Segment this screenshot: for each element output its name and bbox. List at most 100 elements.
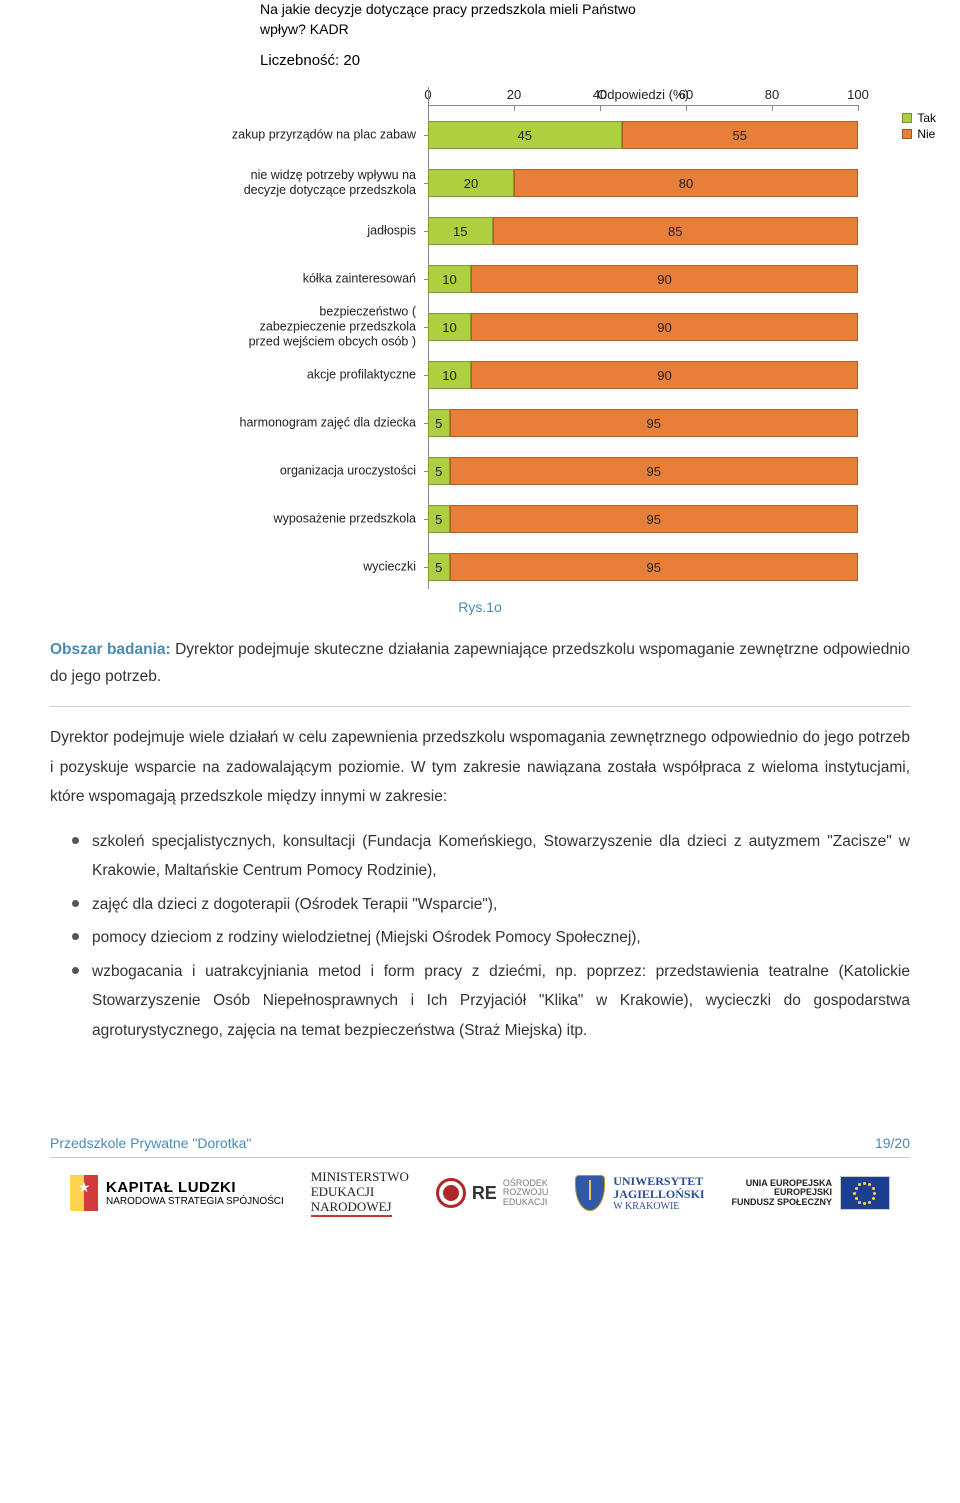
bar-segment-tak: 45 [428,121,622,149]
bar-segment-tak: 5 [428,457,450,485]
bar-track: 595 [428,553,858,581]
category-label: wyposażenie przedszkola [230,512,420,527]
bar-segment-nie: 95 [450,409,859,437]
bullet-list: szkoleń specjalistycznych, konsultacji (… [50,827,910,1045]
x-tick-label: 40 [593,87,607,102]
kl-line1: KAPITAŁ LUDZKI [106,1180,284,1197]
bar-segment-nie: 95 [450,457,859,485]
eu-star-icon [863,1182,866,1185]
category-label: organizacja uroczystości [230,464,420,479]
bar-segment-tak: 15 [428,217,493,245]
bar-track: 1090 [428,361,858,389]
chart-bar-row: wycieczki595 [428,545,858,589]
category-label: zakup przyrządów na plac zabaw [230,128,420,143]
chart-bar-row: organizacja uroczystości595 [428,449,858,493]
x-tick-label: 20 [507,87,521,102]
kapital-ludzki-flag-icon: ★ [70,1175,98,1211]
bar-track: 2080 [428,169,858,197]
x-tick-mark [600,105,601,111]
bar-segment-tak: 5 [428,409,450,437]
chart-bar-row: akcje profilaktyczne1090 [428,353,858,397]
list-item: szkoleń specjalistycznych, konsultacji (… [92,827,910,886]
footer-logos: ★ KAPITAŁ LUDZKI NARODOWA STRATEGIA SPÓJ… [40,1170,920,1233]
x-tick-label: 80 [765,87,779,102]
eu-star-icon [858,1201,861,1204]
category-label: akcje profilaktyczne [230,368,420,383]
figure-number: Rys.1o [40,599,920,615]
list-item: zajęć dla dzieci z dogoterapii (Ośrodek … [92,890,910,919]
chart-bar-row: jadłospis1585 [428,209,858,253]
bar-segment-nie: 85 [493,217,859,245]
x-axis-line [428,105,858,106]
ore-sub3: Edukacji [503,1198,549,1208]
bar-segment-tak: 10 [428,361,471,389]
bar-track: 595 [428,409,858,437]
x-tick-label: 60 [679,87,693,102]
chart-bar-row: wyposażenie przedszkola595 [428,497,858,541]
bar-segment-nie: 90 [471,265,858,293]
chart-bar-row: kółka zainteresowań1090 [428,257,858,301]
bar-segment-nie: 90 [471,313,858,341]
bar-track: 1090 [428,313,858,341]
eu-star-icon [868,1183,871,1186]
bar-segment-tak: 5 [428,553,450,581]
bar-segment-nie: 55 [622,121,859,149]
bar-segment-nie: 90 [471,361,858,389]
x-tick-label: 100 [847,87,869,102]
legend-item: Tak [902,111,936,125]
eu-star-icon [872,1187,875,1190]
category-label: wycieczki [230,560,420,575]
logo-ore: RE Ośrodek Rozwoju Edukacji [436,1178,549,1208]
footer-page-number: 19/20 [875,1135,910,1151]
eu-star-icon [863,1202,866,1205]
chart-bar-row: zakup przyrządów na plac zabaw4555 [428,113,858,157]
category-label: harmonogram zajęć dla dziecka [230,416,420,431]
section-divider [50,706,910,707]
logo-uj: UNIWERSYTET JAGIELLOŃSKI W KRAKOWIE [575,1175,704,1212]
list-item: wzbogacania i uatrakcyjniania metod i fo… [92,957,910,1045]
uj-l2: JAGIELLOŃSKI [613,1188,704,1201]
men-l2: EDUKACJI [311,1185,409,1200]
main-paragraph: Dyrektor podejmuje wiele działań w celu … [50,723,910,811]
footer-divider [50,1157,910,1158]
category-label: jadłospis [230,224,420,239]
ore-circle-icon [436,1178,466,1208]
x-tick-mark [858,105,859,111]
logo-eu: UNIA EUROPEJSKA EUROPEJSKI FUNDUSZ SPOŁE… [731,1176,890,1210]
eu-flag-icon [840,1176,890,1210]
section-intro: Obszar badania: Dyrektor podejmuje skute… [50,637,910,690]
section-label: Obszar badania: [50,641,171,658]
x-tick-mark [514,105,515,111]
uj-l1: UNIWERSYTET [613,1175,704,1188]
bar-segment-nie: 80 [514,169,858,197]
bar-segment-tak: 20 [428,169,514,197]
chart-title-line1: Na jakie decyzje dotyczące pracy przedsz… [260,0,950,18]
category-label: kółka zainteresowań [230,272,420,287]
bar-segment-tak: 10 [428,313,471,341]
x-axis-ticks: 020406080100 [428,87,858,107]
list-item: pomocy dzieciom z rodziny wielodzietnej … [92,923,910,952]
eu-star-icon [868,1201,871,1204]
footer-left: Przedszkole Prywatne "Dorotka" [50,1135,251,1151]
section-text: Dyrektor podejmuje skuteczne działania z… [50,641,910,684]
chart-bar-row: bezpieczeństwo ( zabezpieczenie przedszk… [428,305,858,349]
ore-name: RE [472,1183,497,1204]
eu-star-icon [853,1192,856,1195]
x-tick-mark [686,105,687,111]
legend-swatch [902,129,912,139]
legend-item: Nie [902,127,936,141]
chart-rows: zakup przyrządów na plac zabaw4555nie wi… [428,113,858,589]
bar-track: 595 [428,505,858,533]
uj-shield-icon [575,1175,605,1211]
chart-title-line2: wpływ? KADR [260,20,950,38]
survey-bar-chart: Na jakie decyzje dotyczące pracy przedsz… [230,0,950,589]
bar-segment-tak: 5 [428,505,450,533]
category-label: bezpieczeństwo ( zabezpieczenie przedszk… [230,305,420,350]
legend-swatch [902,113,912,123]
logo-kapital-ludzki: ★ KAPITAŁ LUDZKI NARODOWA STRATEGIA SPÓJ… [70,1175,284,1211]
chart-bar-row: harmonogram zajęć dla dziecka595 [428,401,858,445]
bar-segment-nie: 95 [450,553,859,581]
bar-track: 595 [428,457,858,485]
bar-track: 1585 [428,217,858,245]
bar-track: 4555 [428,121,858,149]
